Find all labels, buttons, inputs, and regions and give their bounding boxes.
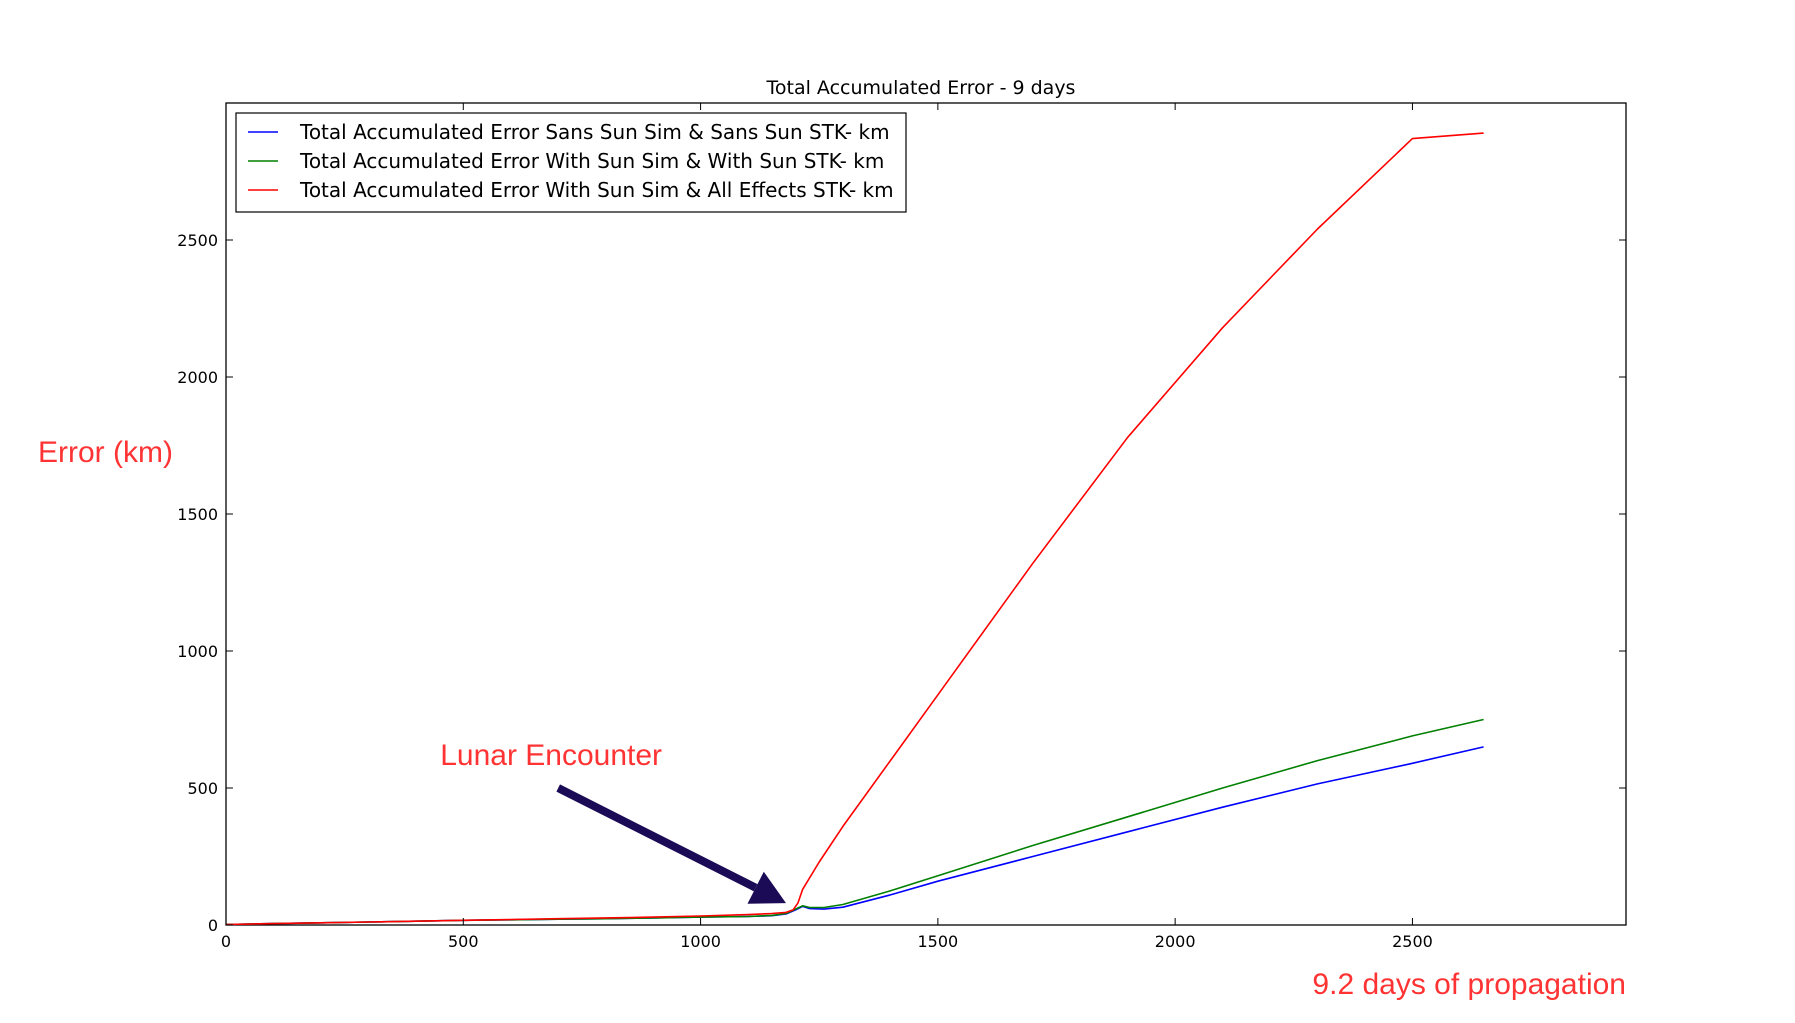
y-tick-label: 2000 [177,368,218,387]
x-tick-label: 500 [448,932,479,951]
chart-title: Total Accumulated Error - 9 days [766,77,1076,99]
y-tick-label: 500 [187,779,218,798]
series-line-3 [225,132,1484,926]
x-tick-label: 2000 [1155,932,1196,951]
y-tick-label: 1500 [177,505,218,524]
series-line-2 [225,718,1484,926]
x-tick-label: 1500 [918,932,959,951]
legend-label-2: Total Accumulated Error With Sun Sim & W… [299,149,884,173]
x-axis: 0 500 1000 1500 2000 2500 [221,103,1433,951]
y-tick-label: 1000 [177,642,218,661]
series-line-1 [225,746,1484,926]
y-axis-label: Error (km) [38,436,173,469]
x-tick-label: 1000 [680,932,721,951]
x-axis-label: 9.2 days of propagation [1312,968,1626,1001]
plot-area [225,102,1627,926]
legend-label-1: Total Accumulated Error Sans Sun Sim & S… [299,120,890,144]
legend-box [235,112,907,213]
x-tick-label: 2500 [1392,932,1433,951]
series-layer [225,132,1484,926]
y-tick-label: 0 [208,916,218,935]
y-axis: 0 500 1000 1500 2000 2500 [177,231,1626,935]
annotation-arrow-shaft [556,784,758,892]
annotation-arrow-head [747,871,786,904]
x-tick-label: 0 [221,932,231,951]
legend: Total Accumulated Error Sans Sun Sim & S… [235,112,907,213]
plot-frame [225,102,1627,926]
legend-label-3: Total Accumulated Error With Sun Sim & A… [299,178,894,202]
annotation-label: Lunar Encounter [440,739,662,772]
annotation-layer: Lunar Encounter [440,739,786,904]
y-tick-label: 2500 [177,231,218,250]
